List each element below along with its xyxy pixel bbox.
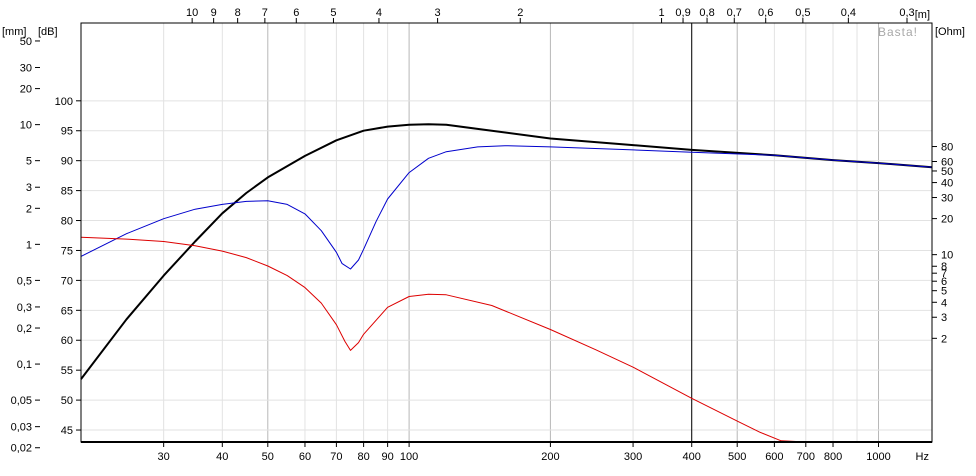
x-tick-label: 60 <box>299 451 311 463</box>
top-tick-label: 2 <box>517 7 523 19</box>
top-tick-label: 0,8 <box>699 7 714 19</box>
x-tick-label: 600 <box>765 451 783 463</box>
x-tick-label: 800 <box>824 451 842 463</box>
mm-tick-label: 5 <box>26 156 32 168</box>
mm-tick-label: 1 <box>26 239 32 251</box>
mm-tick-label: 0,2 <box>17 323 32 335</box>
x-tick-label: 400 <box>683 451 701 463</box>
top-tick-label: 3 <box>435 7 441 19</box>
mm-tick-label: 20 <box>20 84 32 96</box>
top-tick-label: 1 <box>658 7 664 19</box>
plot-background <box>81 23 932 442</box>
ohm-tick-label: 50 <box>941 166 953 178</box>
series-line-3 <box>80 236 932 443</box>
db-tick-label: 90 <box>61 156 73 168</box>
x-unit-bottom: Hz <box>916 451 929 463</box>
ohm-tick-label: 10 <box>941 250 953 262</box>
y-unit-ohm: [Ohm] <box>935 26 965 38</box>
x-axis-bottom-ticks: 30 40 50 60 70 80 90 100 200 300 400 500 600 700 800 10… <box>158 442 891 463</box>
y-unit-mm: [mm] <box>2 26 26 38</box>
series-line-2 <box>80 145 933 270</box>
db-tick-label: 65 <box>61 305 73 317</box>
x-tick-label: 90 <box>381 451 393 463</box>
mm-tick-label: 0,03 <box>11 422 32 434</box>
db-tick-label: 100 <box>55 96 73 108</box>
mm-tick-label: 50 <box>20 36 32 48</box>
y-unit-db: [dB] <box>38 26 58 38</box>
ohm-tick-label: 60 <box>941 156 953 168</box>
mm-tick-label: 0,5 <box>17 275 32 287</box>
top-tick-label: 0,5 <box>795 7 810 19</box>
x-tick-label: 80 <box>357 451 369 463</box>
ohm-tick-label: 40 <box>941 178 953 190</box>
top-tick-label: 9 <box>211 7 217 19</box>
y-axis-mm-ticks: 0,02 0,03 0,05 0,1 0,2 0,3 0,5 1 2 3 5 10 20 30 50 <box>11 36 40 455</box>
x-tick-label: 70 <box>330 451 342 463</box>
top-tick-label: 0,4 <box>841 7 856 19</box>
x-tick-label: 1000 <box>866 451 890 463</box>
ohm-tick-label: 7 <box>941 268 947 280</box>
top-tick-label: 7 <box>262 7 268 19</box>
x-tick-label: 30 <box>158 451 170 463</box>
mm-tick-label: 0,1 <box>17 359 32 371</box>
ohm-tick-label: 2 <box>941 333 947 345</box>
ohm-tick-label: 80 <box>941 142 953 154</box>
mm-tick-label: 0,02 <box>11 443 32 455</box>
db-tick-label: 95 <box>61 126 73 138</box>
x-unit-top: [m] <box>915 9 930 21</box>
top-tick-label: 0,3 <box>899 7 914 19</box>
x-tick-label: 500 <box>728 451 746 463</box>
x-tick-label: 100 <box>400 451 418 463</box>
mm-tick-label: 2 <box>26 203 32 215</box>
top-tick-label: 0,9 <box>675 7 690 19</box>
ohm-tick-label: 20 <box>941 214 953 226</box>
x-tick-label: 700 <box>797 451 815 463</box>
mm-tick-label: 3 <box>26 182 32 194</box>
db-tick-label: 75 <box>61 245 73 257</box>
ohm-tick-label: 30 <box>941 193 953 205</box>
top-tick-label: 6 <box>293 7 299 19</box>
db-tick-label: 60 <box>61 335 73 347</box>
ohm-tick-label: 6 <box>941 276 947 288</box>
top-tick-label: 0,6 <box>758 7 773 19</box>
x-tick-label: 300 <box>624 451 642 463</box>
x-tick-label: 40 <box>216 451 228 463</box>
mm-tick-label: 30 <box>20 63 32 75</box>
x-axis-top-ticks: 10 9 8 7 6 5 4 3 2 1 0,9 0,8 0,7 0,6 0,5 0,4 0,3 <box>186 7 915 23</box>
top-tick-label: 0,7 <box>727 7 742 19</box>
mm-tick-label: 10 <box>20 120 32 132</box>
ohm-tick-label: 8 <box>941 261 947 273</box>
db-tick-label: 45 <box>61 425 73 437</box>
top-tick-label: 8 <box>235 7 241 19</box>
top-tick-label: 10 <box>186 7 198 19</box>
x-tick-label: 50 <box>262 451 274 463</box>
watermark: Basta! <box>878 25 918 39</box>
y-axis-db-ticks: 45 50 55 60 65 70 75 80 85 90 95 100 <box>55 96 81 437</box>
top-tick-label: 5 <box>330 7 336 19</box>
db-tick-label: 50 <box>61 395 73 407</box>
x-tick-label: 200 <box>541 451 559 463</box>
mm-tick-label: 0,05 <box>11 395 32 407</box>
db-tick-label: 70 <box>61 275 73 287</box>
db-tick-label: 85 <box>61 186 73 198</box>
curves <box>80 123 933 443</box>
db-tick-label: 55 <box>61 365 73 377</box>
db-tick-label: 80 <box>61 216 73 228</box>
ohm-tick-label: 4 <box>941 297 947 309</box>
top-tick-label: 4 <box>376 7 382 19</box>
series-line-1 <box>80 123 933 380</box>
ohm-tick-label: 5 <box>941 286 947 298</box>
ohm-tick-label: 3 <box>941 312 947 324</box>
mm-tick-label: 0,3 <box>17 302 32 314</box>
